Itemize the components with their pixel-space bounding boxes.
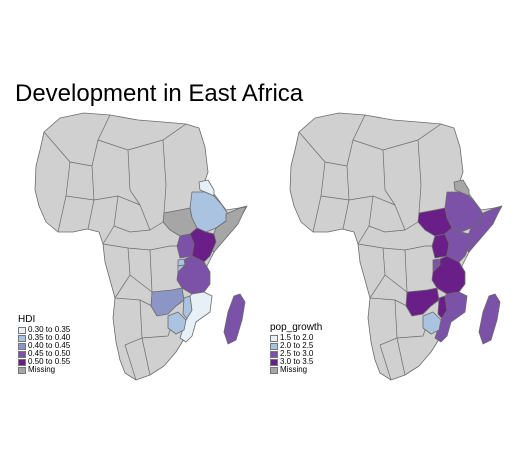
region-kenya: [189, 227, 217, 263]
region-madagascar: [478, 293, 501, 345]
country-border: [65, 195, 141, 206]
legend-swatch: [270, 366, 278, 374]
legend-item: 1.5 to 2.0: [270, 334, 322, 342]
legend-label: Missing: [28, 365, 56, 374]
region-mozambique: [434, 291, 468, 343]
legend-swatch: [270, 350, 278, 358]
country-border: [352, 123, 442, 151]
legend-label: 2.5 to 3.0: [280, 349, 314, 358]
legend-item: 0.50 to 0.55: [18, 358, 70, 366]
country-border: [396, 337, 406, 376]
legend-item: 3.0 to 3.5: [270, 358, 322, 366]
country-border: [320, 195, 396, 206]
legend-item: 0.30 to 0.35: [18, 326, 70, 334]
region-zimbabwe: [422, 311, 442, 335]
legend-item: 0.45 to 0.50: [18, 350, 70, 358]
legend-swatch: [270, 342, 278, 350]
chart-title: Development in East Africa: [15, 80, 304, 107]
country-border: [141, 337, 151, 376]
country-border: [417, 139, 422, 214]
legend-item: Missing: [270, 366, 322, 374]
region-somalia: [462, 206, 502, 253]
legend-label: 0.40 to 0.45: [28, 341, 71, 350]
country-border: [127, 149, 141, 206]
legend-swatch: [18, 326, 26, 334]
legend-label: 1.5 to 2.0: [280, 333, 314, 342]
legend-label: 0.35 to 0.40: [28, 333, 71, 342]
country-border: [396, 329, 426, 339]
legend-swatch: [18, 334, 26, 342]
legend-item: 2.0 to 2.5: [270, 342, 322, 350]
legend-swatch: [270, 358, 278, 366]
legend-swatch: [18, 358, 26, 366]
country-border: [149, 249, 153, 293]
region-madagascar: [223, 293, 246, 345]
legend-label: 0.30 to 0.35: [28, 325, 71, 334]
legend-swatch: [18, 350, 26, 358]
country-border: [124, 344, 137, 381]
africa-outline: [289, 112, 503, 381]
country-border: [141, 329, 171, 339]
country-border: [113, 225, 151, 233]
hdi-legend-title: HDI: [18, 314, 36, 325]
legend-label: 2.0 to 2.5: [280, 341, 314, 350]
region-zambia: [150, 287, 185, 317]
country-border: [162, 139, 167, 214]
pop-growth-map: [289, 112, 503, 381]
pop-growth-legend-title: pop_growth: [270, 322, 323, 333]
hdi-map: [34, 112, 248, 381]
africa-outline: [34, 112, 248, 381]
pop-growth-legend: pop_growth 1.5 to 2.0 2.0 to 2.5 2.5 to 3.…: [270, 322, 322, 374]
legend-item: Missing: [18, 366, 70, 374]
region-zambia: [405, 287, 440, 317]
country-border: [382, 149, 396, 206]
country-border: [384, 274, 408, 293]
legend-swatch: [18, 366, 26, 374]
region-kenya: [444, 227, 472, 263]
country-border: [404, 249, 408, 293]
legend-item: 2.5 to 3.0: [270, 350, 322, 358]
region-somalia: [207, 206, 247, 253]
country-border: [379, 344, 392, 381]
legend-swatch: [18, 342, 26, 350]
legend-label: Missing: [280, 365, 308, 374]
country-border: [368, 225, 406, 233]
legend-label: 3.0 to 3.5: [280, 357, 314, 366]
region-mozambique: [179, 291, 213, 343]
legend-label: 0.45 to 0.50: [28, 349, 71, 358]
legend-item: 0.35 to 0.40: [18, 334, 70, 342]
country-border: [129, 274, 153, 293]
hdi-legend: HDI 0.30 to 0.35 0.35 to 0.40 0.40 to 0.45…: [18, 314, 70, 374]
region-zimbabwe: [167, 311, 187, 335]
country-border: [97, 123, 187, 151]
legend-label: 0.50 to 0.55: [28, 357, 71, 366]
legend-item: 0.40 to 0.45: [18, 342, 70, 350]
legend-swatch: [270, 334, 278, 342]
